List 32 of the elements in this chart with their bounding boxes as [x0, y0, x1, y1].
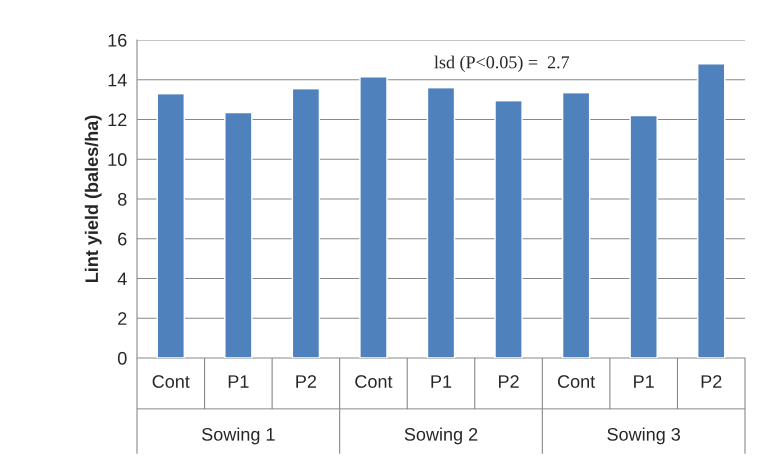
bar [426, 87, 456, 358]
bar [629, 114, 658, 358]
x-tick-label: Cont [558, 375, 596, 388]
x-tick-label: P1 [228, 375, 248, 388]
bar [494, 100, 523, 358]
bar [156, 92, 185, 358]
y-tick-label: 4 [118, 272, 127, 286]
y-tick-label: 16 [108, 34, 126, 47]
x-tick-label: P2 [296, 375, 316, 388]
y-tick-label: 0 [118, 352, 127, 365]
bar [359, 76, 388, 358]
y-tick-label: 14 [108, 74, 127, 86]
bar [292, 88, 320, 358]
y-tick-label: 12 [108, 113, 126, 126]
y-axis-title: Lint yield (bales/ha) [84, 116, 102, 282]
bar [562, 92, 590, 358]
x-tick-label: Cont [355, 375, 392, 388]
y-tick-label: 10 [108, 153, 127, 166]
bar [697, 63, 726, 358]
x-tick-label: P2 [498, 375, 519, 388]
y-tick-label: 2 [118, 312, 126, 325]
bar [224, 112, 253, 358]
text: Sowing 3 [607, 427, 680, 444]
x-tick-label: Cont [152, 375, 190, 388]
x-tick-label: P2 [702, 375, 722, 388]
annotation: lsd (P<0.05) = 2.7 [434, 56, 570, 72]
text: Sowing 1 [202, 427, 275, 444]
y-tick-label: 8 [118, 192, 126, 206]
text: Sowing 2 [404, 427, 478, 444]
x-tick-label: P1 [634, 375, 654, 388]
x-tick-label: P1 [431, 375, 452, 388]
y-tick-label: 6 [118, 232, 126, 246]
